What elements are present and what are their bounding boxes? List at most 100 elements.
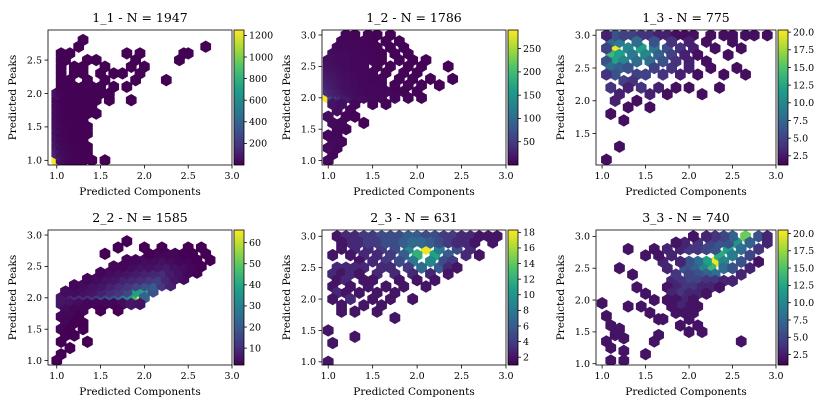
- colorbar-tick-label: 20: [249, 322, 261, 333]
- hexbin-cell: [336, 305, 347, 318]
- colorbar-tick-label: 200: [523, 67, 541, 78]
- hexbin-cell: [627, 268, 638, 281]
- hexbin-cell: [389, 236, 401, 249]
- hexbin-cell: [425, 72, 436, 86]
- colorbar: 200 400 600 800 1000 1200: [233, 29, 273, 166]
- hexbin-cell: [380, 236, 392, 249]
- hexbin-cell: [635, 300, 647, 313]
- hexbin-cell: [744, 236, 756, 249]
- subplot-5: 2_3 - N = 631 1.0 1.5 2.0 2.5 3.0 1.0 1.5 2.0 2.5…: [281, 210, 535, 398]
- colorbar-tick-label: 800: [249, 74, 267, 85]
- x-tick-label: 2.5: [454, 371, 469, 382]
- colorbar-tick-label: 50: [249, 259, 261, 270]
- hexbin-cell: [661, 88, 673, 101]
- x-tick-label: 1.0: [321, 171, 336, 182]
- hexbin-cell: [442, 236, 454, 249]
- hexbin-cell: [371, 305, 383, 318]
- hexbin-cell: [99, 247, 111, 261]
- subplot-1: 1_1 - N = 1947 1.0 1.5 2.0 2.5 3.0 1.0 1.5 2.0 2.…: [7, 10, 273, 198]
- hexbin-cell: [429, 274, 441, 287]
- hexbin-cell: [349, 330, 361, 343]
- hexbin-cell: [371, 236, 383, 249]
- hexbin-layer: [322, 30, 459, 165]
- hexbin-cell: [108, 67, 120, 80]
- colorbar-bar: [507, 29, 519, 166]
- hexbin-cell: [622, 101, 634, 114]
- hexbin-cell: [447, 72, 459, 86]
- x-tick-label: 1.0: [49, 371, 64, 382]
- hexbin-cell: [670, 236, 682, 249]
- hexbin-cell: [740, 68, 751, 81]
- y-tick-label: 1.0: [301, 357, 316, 368]
- x-tick-label: 2.0: [410, 171, 425, 182]
- hexbin-cell: [322, 110, 334, 123]
- hexbin-cell: [349, 30, 361, 42]
- hexbin-cell: [139, 60, 150, 73]
- hexbin-cell: [631, 281, 643, 294]
- hexbin-cell: [99, 60, 111, 73]
- chart-title: 2_3 - N = 631: [370, 210, 458, 225]
- hexbin-cell: [425, 236, 436, 249]
- hexbin-cell: [327, 97, 339, 111]
- hexbin-cell: [82, 272, 93, 286]
- hexbin-cell: [108, 80, 120, 94]
- y-tick-label: 2.0: [301, 294, 316, 305]
- colorbar-tick-label: 40: [249, 280, 261, 291]
- x-tick-label: 1.5: [365, 371, 380, 382]
- hexbin-cell: [735, 255, 747, 269]
- colorbar-tick-label: 2.5: [793, 350, 808, 361]
- x-tick-label: 3.0: [768, 171, 783, 182]
- x-axis-label: Predicted Components: [625, 386, 746, 398]
- hexbin-cell: [336, 135, 347, 148]
- x-tick-label: 3.0: [224, 371, 239, 382]
- y-tick-label: 2.5: [575, 63, 590, 74]
- hexbin-cell: [640, 249, 651, 262]
- x-tick-label: 1.0: [595, 171, 610, 182]
- hexbin-layer: [322, 230, 503, 365]
- hexbin-cell: [618, 332, 630, 345]
- y-axis-label: Predicted Peaks: [7, 255, 19, 341]
- colorbar-tick-label: 4: [523, 337, 529, 348]
- colorbar-tick-label: 100: [523, 114, 541, 125]
- hexbin-cell: [160, 73, 172, 87]
- hexbin-cell: [601, 68, 612, 81]
- hexbin-cell: [740, 30, 751, 42]
- colorbar-tick-label: 14: [523, 259, 535, 270]
- chart-title: 1_3 - N = 775: [642, 10, 730, 25]
- hexbin-cell: [469, 236, 481, 249]
- y-axis-label: Predicted Peaks: [281, 255, 293, 341]
- colorbar-bar: [777, 29, 789, 166]
- x-tick-label: 2.5: [725, 171, 740, 182]
- hexbin-cell: [718, 230, 730, 243]
- hexbin-cell: [701, 35, 712, 48]
- x-tick-label: 2.0: [137, 171, 152, 182]
- x-tick-label: 1.5: [93, 371, 108, 382]
- hexbin-cell: [670, 268, 682, 281]
- hexbin-cell: [121, 47, 133, 60]
- hexbin-cell: [95, 266, 106, 279]
- hexbin-cell: [714, 281, 725, 294]
- hexbin-cell: [640, 347, 651, 361]
- hexbin-cell: [701, 230, 712, 243]
- x-tick-label: 1.5: [638, 171, 653, 182]
- hexbin-cell: [648, 61, 660, 75]
- hexbin-cell: [68, 279, 80, 292]
- y-tick-label: 3.0: [575, 232, 590, 243]
- colorbar-tick-label: 12.5: [793, 80, 814, 91]
- hexbin-cell: [322, 355, 334, 365]
- hexbin-cell: [679, 236, 691, 249]
- hexbin-layer: [51, 235, 216, 365]
- hexbin-cell: [618, 344, 630, 358]
- hexbin-cell: [327, 248, 339, 262]
- colorbar-tick-label: 8: [523, 306, 529, 317]
- colorbar-tick-label: 5.0: [793, 133, 808, 144]
- hexbin-cell: [195, 241, 207, 254]
- hexbin-cell: [753, 230, 764, 243]
- colorbar-tick-label: 50: [523, 137, 535, 148]
- hexbin-cell: [727, 35, 738, 48]
- hexbin-cell: [182, 241, 194, 254]
- hexbin-cell: [601, 42, 612, 55]
- hexbin-cell: [358, 116, 370, 130]
- colorbar-tick-label: 20.0: [793, 229, 814, 240]
